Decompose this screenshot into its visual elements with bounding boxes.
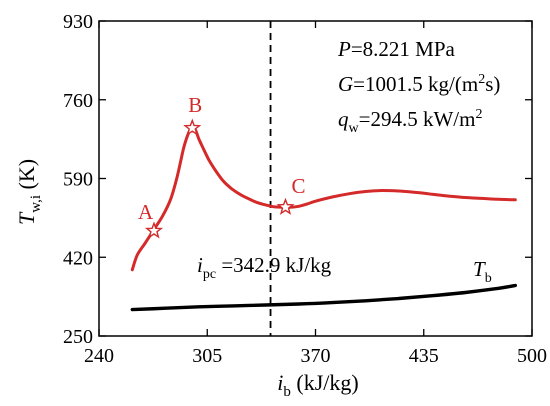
heat-flux-annotation: qw=294.5 kW/m2 xyxy=(338,107,482,136)
x-tick-label: 240 xyxy=(84,345,114,367)
point-b-label: B xyxy=(188,93,202,117)
bulk-temperature-series-line xyxy=(130,283,517,312)
mass-flux-annotation: G=1001.5 kg/(m2s) xyxy=(338,72,500,96)
axis-ticks: 240 305 370 435 500 250 420 590 760 930 xyxy=(63,11,547,367)
x-tick-label: 305 xyxy=(192,345,222,367)
y-tick-label: 760 xyxy=(63,90,93,112)
plot-frame xyxy=(98,20,533,337)
y-axis-title: Tw,i (K) xyxy=(14,159,44,225)
y-tick-label: 590 xyxy=(63,169,93,191)
x-tick-label: 370 xyxy=(301,345,331,367)
wall-temperature-series-line xyxy=(130,126,517,272)
point-a-label: A xyxy=(138,200,154,224)
point-c-label: C xyxy=(292,174,306,198)
x-axis-title: ib (kJ/kg) xyxy=(277,370,358,400)
point-a-marker xyxy=(144,221,163,239)
y-tick-label: 930 xyxy=(63,11,93,33)
x-tick-label: 500 xyxy=(517,345,547,367)
tb-series-label: Tb xyxy=(473,257,492,286)
pressure-annotation: P=8.221 MPa xyxy=(337,37,456,61)
y-tick-label: 420 xyxy=(63,247,93,269)
point-c-marker xyxy=(276,197,295,215)
plot-area: 240 305 370 435 500 250 420 590 760 930 A B C xyxy=(63,11,547,367)
series-layer xyxy=(130,126,517,312)
x-tick-label: 435 xyxy=(409,345,439,367)
point-markers: A B C xyxy=(138,93,306,239)
y-tick-label: 250 xyxy=(63,326,93,348)
ipc-annotation: ipc =342.9 kJ/kg xyxy=(197,253,332,282)
point-b-marker xyxy=(183,118,202,136)
